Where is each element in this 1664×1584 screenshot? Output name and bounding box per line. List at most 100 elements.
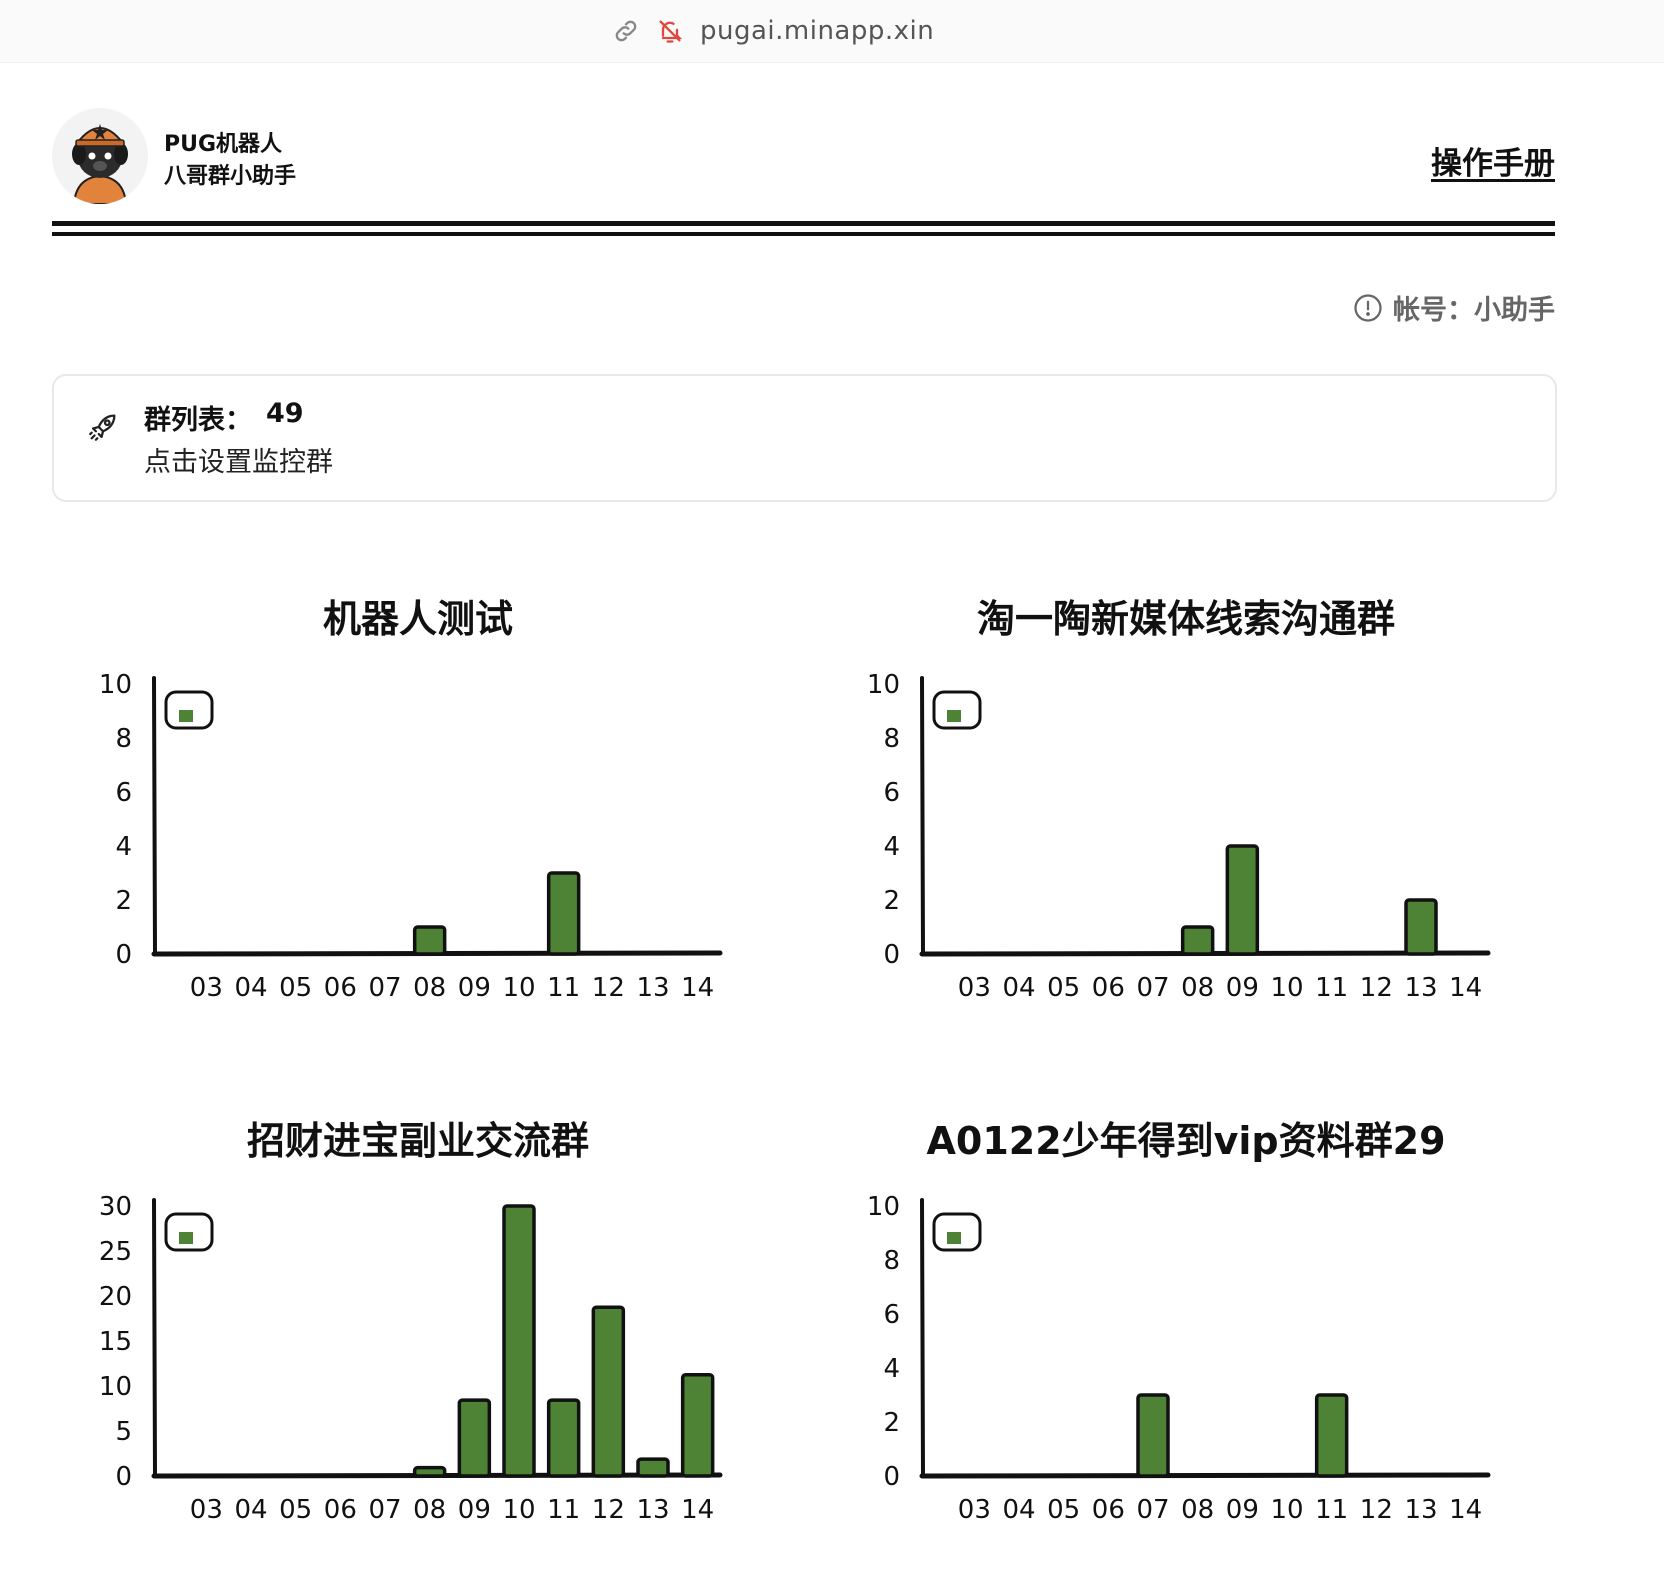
bar bbox=[636, 1457, 670, 1478]
x-tick-label: 10 bbox=[1270, 1495, 1303, 1525]
group-list-count: 49 bbox=[266, 398, 304, 429]
bar bbox=[680, 1373, 715, 1478]
x-tick-label: 10 bbox=[1270, 973, 1303, 1003]
info-circle-icon bbox=[1354, 293, 1382, 322]
x-tick-label: 05 bbox=[1047, 973, 1080, 1003]
chart-title: 招财进宝副业交流群 bbox=[246, 1119, 589, 1163]
y-tick-label: 4 bbox=[883, 832, 900, 862]
y-tick-label: 8 bbox=[883, 724, 900, 754]
x-tick-label: 09 bbox=[458, 973, 491, 1003]
x-tick-label: 05 bbox=[279, 973, 312, 1003]
bar-chart: 10 8 6 4 2 0 03 04 05 06 07 08 09 10 11 12 13 14 bbox=[867, 670, 1491, 1003]
avatar bbox=[52, 108, 148, 204]
brand-subtitle: 八哥群小助手 bbox=[164, 164, 297, 189]
x-tick-label: 12 bbox=[1360, 973, 1393, 1003]
x-tick-label: 07 bbox=[1136, 973, 1169, 1003]
group-list-card[interactable]: 群列表： 49 点击设置监控群 bbox=[52, 374, 1557, 502]
y-tick-label: 8 bbox=[883, 1246, 900, 1276]
bar bbox=[1180, 925, 1215, 956]
x-tick-label: 03 bbox=[190, 973, 223, 1003]
x-tick-label: 09 bbox=[1226, 1495, 1259, 1525]
bar bbox=[502, 1204, 536, 1478]
chart-title: 机器人测试 bbox=[322, 597, 513, 641]
y-tick-label: 15 bbox=[99, 1327, 132, 1357]
x-tick-label: 11 bbox=[547, 973, 580, 1003]
x-axis bbox=[919, 1472, 1491, 1479]
x-tick-label: 11 bbox=[1315, 1495, 1348, 1525]
x-tick-label: 04 bbox=[234, 1495, 267, 1525]
x-tick-label: 13 bbox=[636, 1495, 669, 1525]
bar bbox=[412, 1465, 447, 1478]
y-tick-label: 4 bbox=[883, 1354, 900, 1384]
bar bbox=[591, 1305, 626, 1478]
y-tick-label: 6 bbox=[115, 778, 132, 808]
y-axis bbox=[152, 1198, 157, 1478]
y-tick-label: 6 bbox=[883, 778, 900, 808]
y-tick-label: 0 bbox=[115, 940, 132, 970]
x-tick-label: 10 bbox=[502, 973, 535, 1003]
bar-chart: 10 8 6 4 2 0 03 04 05 06 07 08 09 10 11 12 13 14 bbox=[867, 1192, 1491, 1525]
x-tick-label: 14 bbox=[1449, 973, 1482, 1003]
x-tick-label: 03 bbox=[958, 973, 991, 1003]
y-tick-label: 2 bbox=[883, 886, 900, 916]
y-tick-label: 2 bbox=[115, 886, 132, 916]
x-tick-label: 06 bbox=[1092, 973, 1125, 1003]
rocket-icon bbox=[89, 414, 116, 441]
set-monitor-action[interactable]: 点击设置监控群 bbox=[144, 447, 333, 478]
legend-swatch bbox=[179, 1232, 193, 1244]
y-tick-label: 5 bbox=[115, 1417, 132, 1447]
x-tick-label: 09 bbox=[1226, 973, 1259, 1003]
x-tick-label: 05 bbox=[1047, 1495, 1080, 1525]
url-display[interactable]: pugai.minapp.xin bbox=[612, 14, 934, 48]
url-text: pugai.minapp.xin bbox=[700, 16, 935, 46]
header-divider bbox=[52, 221, 1555, 226]
x-tick-label: 04 bbox=[234, 973, 267, 1003]
x-tick-label: 09 bbox=[458, 1495, 491, 1525]
x-tick-label: 13 bbox=[1404, 973, 1437, 1003]
bar bbox=[1136, 1393, 1170, 1478]
x-tick-label: 06 bbox=[324, 973, 357, 1003]
x-tick-label: 08 bbox=[1181, 1495, 1214, 1525]
header-divider-secondary bbox=[52, 232, 1555, 236]
y-tick-label: 0 bbox=[883, 1462, 900, 1492]
y-tick-label: 6 bbox=[883, 1300, 900, 1330]
y-tick-label: 0 bbox=[883, 940, 900, 970]
legend-swatch bbox=[947, 1232, 961, 1244]
y-axis bbox=[920, 676, 925, 956]
x-tick-label: 08 bbox=[413, 1495, 446, 1525]
browser-url-bar: pugai.minapp.xin bbox=[0, 0, 1664, 63]
x-tick-label: 03 bbox=[190, 1495, 223, 1525]
y-tick-label: 4 bbox=[115, 832, 132, 862]
y-tick-label: 0 bbox=[115, 1462, 132, 1492]
legend-swatch bbox=[179, 710, 193, 722]
x-tick-label: 08 bbox=[1181, 973, 1214, 1003]
y-tick-label: 20 bbox=[99, 1282, 132, 1312]
account-info: 帐号：小助手 bbox=[1353, 288, 1555, 327]
y-tick-label: 10 bbox=[99, 670, 132, 700]
bar bbox=[546, 1398, 581, 1478]
y-tick-label: 8 bbox=[115, 724, 132, 754]
x-tick-label: 13 bbox=[636, 973, 669, 1003]
x-tick-label: 03 bbox=[958, 1495, 991, 1525]
bar bbox=[546, 871, 581, 956]
x-tick-label: 11 bbox=[547, 1495, 580, 1525]
x-tick-label: 12 bbox=[592, 1495, 625, 1525]
x-tick-label: 14 bbox=[1449, 1495, 1482, 1525]
y-tick-label: 10 bbox=[99, 1372, 132, 1402]
x-tick-label: 06 bbox=[324, 1495, 357, 1525]
x-tick-label: 11 bbox=[1315, 973, 1348, 1003]
x-tick-label: 12 bbox=[592, 973, 625, 1003]
x-tick-label: 07 bbox=[1136, 1495, 1169, 1525]
y-axis bbox=[152, 676, 157, 956]
bar bbox=[1314, 1393, 1349, 1478]
link-icon bbox=[615, 20, 637, 42]
x-tick-label: 07 bbox=[368, 973, 401, 1003]
x-tick-label: 05 bbox=[279, 1495, 312, 1525]
x-tick-label: 14 bbox=[681, 1495, 714, 1525]
notification-off-icon bbox=[659, 20, 683, 43]
y-axis bbox=[920, 1198, 925, 1478]
x-tick-label: 12 bbox=[1360, 1495, 1393, 1525]
manual-link[interactable]: 操作手册 bbox=[1431, 146, 1555, 182]
x-tick-label: 04 bbox=[1002, 1495, 1035, 1525]
x-tick-label: 13 bbox=[1404, 1495, 1437, 1525]
